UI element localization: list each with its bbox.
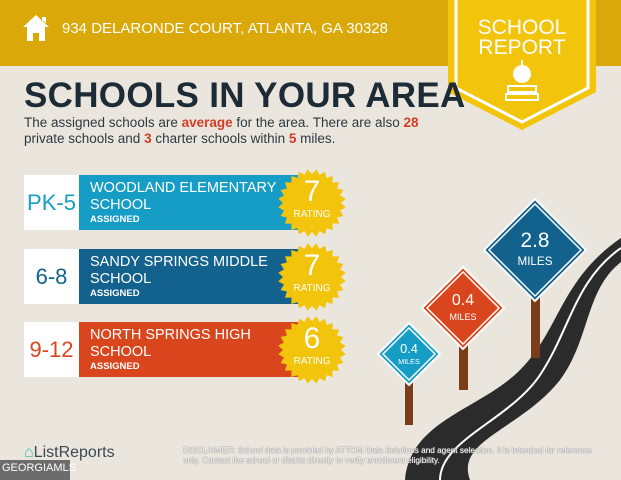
charter-count: 3 [144, 131, 152, 146]
rating-label: RATING [293, 283, 331, 294]
grade-range: 6-8 [24, 249, 79, 304]
school-name: WOODLAND ELEMENTARY SCHOOL [90, 180, 277, 213]
private-count: 28 [403, 115, 419, 130]
school-info: WOODLAND ELEMENTARY SCHOOL ASSIGNED [79, 175, 309, 230]
home-icon [23, 15, 49, 41]
rating-badge: 7 RATING [278, 169, 346, 237]
listreports-logo: ⌂ListReports [24, 444, 115, 462]
school-row: PK-5 WOODLAND ELEMENTARY SCHOOL ASSIGNED … [24, 169, 346, 237]
brand-name: ListReports [33, 444, 115, 461]
disclaimer-label: DISCLAIMER: [183, 446, 236, 455]
distance-sign: 0.4 MILES [421, 266, 505, 350]
radius-miles: 5 [288, 131, 297, 146]
seal-icon [278, 169, 346, 237]
rating-badge: 7 RATING [278, 243, 346, 311]
ribbon-line1: SCHOOL [477, 16, 567, 39]
georgia-mls-logo: GEORGIAMLS [0, 460, 76, 480]
intro-text-part: private schools and [24, 131, 145, 146]
page-title: SCHOOLS IN YOUR AREA [24, 76, 466, 115]
intro-text-part: for the area. There are also [232, 115, 404, 130]
school-name: SANDY SPRINGS MIDDLE SCHOOL [90, 254, 268, 287]
assigned-label: ASSIGNED [90, 288, 140, 299]
house-outline-icon: ⌂ [24, 444, 34, 461]
disclaimer-text: School data is provided by ATTOM Data So… [183, 446, 592, 465]
sign-unit: MILES [398, 357, 420, 367]
distance-sign: 0.4 MILES [377, 322, 441, 386]
intro-text: The assigned schools are average for the… [24, 115, 444, 147]
school-info: SANDY SPRINGS MIDDLE SCHOOL ASSIGNED [79, 249, 309, 304]
intro-text-part: miles. [296, 131, 336, 146]
property-address: 934 DELARONDE COURT, ATLANTA, GA 30328 [62, 20, 388, 37]
disclaimer: DISCLAIMER: School data is provided by A… [183, 446, 593, 466]
rating-value: 7 [303, 249, 321, 282]
rating-highlight: average [181, 115, 233, 130]
rating-value: 7 [303, 175, 321, 208]
apple-books-icon [505, 60, 539, 101]
sign-unit: MILES [517, 255, 553, 269]
school-name: NORTH SPRINGS HIGH SCHOOL [90, 327, 251, 360]
rating-value: 6 [303, 322, 321, 355]
grade-range: 9-12 [24, 322, 79, 377]
sign-distance: 0.4 [400, 341, 418, 357]
distance-sign: 2.8 MILES [483, 198, 587, 302]
sign-distance: 2.8 [520, 229, 550, 253]
sign-distance: 0.4 [451, 292, 475, 309]
ribbon-line2: REPORT [478, 36, 566, 59]
seal-icon [278, 243, 346, 311]
intro-text-part: The assigned schools are [24, 115, 182, 130]
assigned-label: ASSIGNED [90, 361, 140, 372]
school-row: 9-12 NORTH SPRINGS HIGH SCHOOL ASSIGNED 6… [24, 316, 346, 384]
rating-label: RATING [293, 356, 331, 367]
school-report-ribbon: SCHOOL REPORT [448, 0, 596, 137]
seal-icon [278, 316, 346, 384]
grade-range: PK-5 [24, 175, 79, 230]
rating-label: RATING [293, 209, 331, 220]
school-info: NORTH SPRINGS HIGH SCHOOL ASSIGNED [79, 322, 309, 377]
intro-text-part: charter schools within [151, 131, 289, 146]
sign-unit: MILES [449, 312, 477, 322]
school-row: 6-8 SANDY SPRINGS MIDDLE SCHOOL ASSIGNED … [24, 243, 346, 311]
assigned-label: ASSIGNED [90, 214, 140, 225]
rating-badge: 6 RATING [278, 316, 346, 384]
